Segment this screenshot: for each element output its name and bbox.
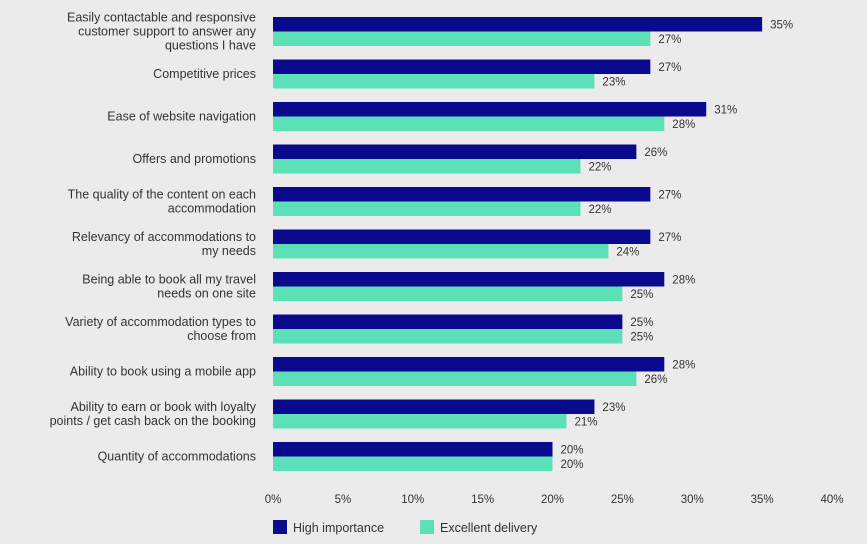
bar-high-importance-9 bbox=[273, 399, 595, 414]
category-label-line: Variety of accommodation types to bbox=[65, 315, 256, 329]
category-label-line: Competitive prices bbox=[153, 67, 256, 81]
category-label-10: Quantity of accommodations bbox=[98, 450, 256, 464]
category-label-line: needs on one site bbox=[157, 287, 256, 301]
data-label-high-importance-1: 27% bbox=[658, 62, 681, 74]
bar-excellent-delivery-2 bbox=[273, 116, 665, 131]
bar-excellent-delivery-6 bbox=[273, 286, 623, 301]
legend-label-high-importance: High importance bbox=[293, 521, 384, 535]
category-label-line: questions I have bbox=[165, 39, 256, 53]
bar-high-importance-0 bbox=[273, 17, 763, 32]
bar-excellent-delivery-8 bbox=[273, 371, 637, 386]
x-tick-label-4: 20% bbox=[541, 494, 564, 506]
bar-excellent-delivery-4 bbox=[273, 201, 581, 216]
x-tick-label-1: 5% bbox=[335, 494, 352, 506]
data-label-high-importance-3: 26% bbox=[644, 147, 667, 159]
data-label-high-importance-0: 35% bbox=[770, 19, 793, 31]
x-tick-label-7: 35% bbox=[751, 494, 774, 506]
legend: High importance Excellent delivery bbox=[273, 520, 538, 535]
data-label-high-importance-8: 28% bbox=[672, 359, 695, 371]
data-label-high-importance-5: 27% bbox=[658, 232, 681, 244]
category-label-3: Offers and promotions bbox=[133, 152, 256, 166]
x-tick-label-2: 10% bbox=[401, 494, 424, 506]
bar-excellent-delivery-9 bbox=[273, 414, 567, 429]
category-label-4: The quality of the content on each accomm… bbox=[68, 188, 256, 216]
category-label-7: Variety of accommodation types to choose … bbox=[65, 315, 256, 343]
x-tick-label-8: 40% bbox=[820, 494, 843, 506]
data-label-high-importance-7: 25% bbox=[630, 317, 653, 329]
bar-high-importance-10 bbox=[273, 442, 553, 457]
data-label-high-importance-10: 20% bbox=[561, 444, 584, 456]
bar-high-importance-5 bbox=[273, 229, 651, 244]
bar-high-importance-4 bbox=[273, 187, 651, 202]
category-label-9: Ability to earn or book with loyalty poin… bbox=[50, 400, 257, 428]
category-label-line: points / get cash back on the booking bbox=[50, 414, 256, 428]
data-label-excellent-delivery-7: 25% bbox=[630, 331, 653, 343]
data-label-high-importance-6: 28% bbox=[672, 274, 695, 286]
category-label-line: Ease of website navigation bbox=[107, 110, 256, 124]
legend-swatch-excellent-delivery bbox=[420, 520, 434, 534]
x-tick-label-5: 25% bbox=[611, 494, 634, 506]
legend-swatch-high-importance bbox=[273, 520, 287, 534]
category-label-line: The quality of the content on each bbox=[68, 188, 256, 202]
category-label-8: Ability to book using a mobile app bbox=[70, 365, 256, 379]
bar-excellent-delivery-0 bbox=[273, 31, 651, 46]
category-label-2: Ease of website navigation bbox=[107, 110, 256, 124]
category-label-0: Easily contactable and responsive custome… bbox=[67, 11, 257, 53]
data-label-excellent-delivery-4: 22% bbox=[588, 204, 611, 216]
category-label-line: Ability to earn or book with loyalty bbox=[70, 400, 256, 414]
x-axis-ticks-group: 0% 5% 10% 15% 20% 25% 30% 35% 40% bbox=[265, 494, 844, 506]
data-label-excellent-delivery-10: 20% bbox=[561, 459, 584, 471]
bars-group: 35% 27% 27% 23% 31% 28% 26% 22% 27% 22% 27% 24% 28% 2… bbox=[273, 17, 793, 471]
x-tick-label-3: 15% bbox=[471, 494, 494, 506]
bar-high-importance-1 bbox=[273, 59, 651, 74]
legend-label-excellent-delivery: Excellent delivery bbox=[440, 521, 538, 535]
bar-high-importance-2 bbox=[273, 102, 707, 117]
data-label-high-importance-4: 27% bbox=[658, 189, 681, 201]
data-label-excellent-delivery-2: 28% bbox=[672, 119, 695, 131]
category-label-line: accommodation bbox=[168, 202, 256, 216]
category-label-line: choose from bbox=[187, 329, 256, 343]
bar-excellent-delivery-7 bbox=[273, 329, 623, 344]
category-label-line: customer support to answer any bbox=[78, 25, 257, 39]
bar-excellent-delivery-1 bbox=[273, 74, 595, 89]
category-label-line: Relevancy of accommodations to bbox=[72, 230, 256, 244]
data-label-excellent-delivery-3: 22% bbox=[588, 161, 611, 173]
x-tick-label-6: 30% bbox=[681, 494, 704, 506]
data-label-high-importance-2: 31% bbox=[714, 104, 737, 116]
category-label-line: Ability to book using a mobile app bbox=[70, 365, 256, 379]
bar-high-importance-6 bbox=[273, 272, 665, 287]
category-label-line: Easily contactable and responsive bbox=[67, 11, 256, 25]
bar-high-importance-3 bbox=[273, 144, 637, 159]
category-labels-group: Easily contactable and responsive custome… bbox=[50, 11, 257, 464]
category-label-line: Offers and promotions bbox=[133, 152, 256, 166]
bar-high-importance-8 bbox=[273, 357, 665, 372]
category-label-1: Competitive prices bbox=[153, 67, 256, 81]
data-label-high-importance-9: 23% bbox=[602, 402, 625, 414]
data-label-excellent-delivery-0: 27% bbox=[658, 34, 681, 46]
category-label-6: Being able to book all my travel needs on… bbox=[82, 273, 256, 301]
bar-excellent-delivery-3 bbox=[273, 159, 581, 174]
category-label-line: Quantity of accommodations bbox=[98, 450, 256, 464]
data-label-excellent-delivery-5: 24% bbox=[616, 246, 639, 258]
data-label-excellent-delivery-1: 23% bbox=[602, 76, 625, 88]
data-label-excellent-delivery-8: 26% bbox=[644, 374, 667, 386]
data-label-excellent-delivery-9: 21% bbox=[574, 416, 597, 428]
category-label-5: Relevancy of accommodations to my needs bbox=[72, 230, 256, 258]
x-tick-label-0: 0% bbox=[265, 494, 282, 506]
bar-excellent-delivery-5 bbox=[273, 244, 609, 259]
bar-high-importance-7 bbox=[273, 314, 623, 329]
category-label-line: Being able to book all my travel bbox=[82, 273, 256, 287]
bar-excellent-delivery-10 bbox=[273, 456, 553, 471]
data-label-excellent-delivery-6: 25% bbox=[630, 289, 653, 301]
category-label-line: my needs bbox=[202, 244, 256, 258]
